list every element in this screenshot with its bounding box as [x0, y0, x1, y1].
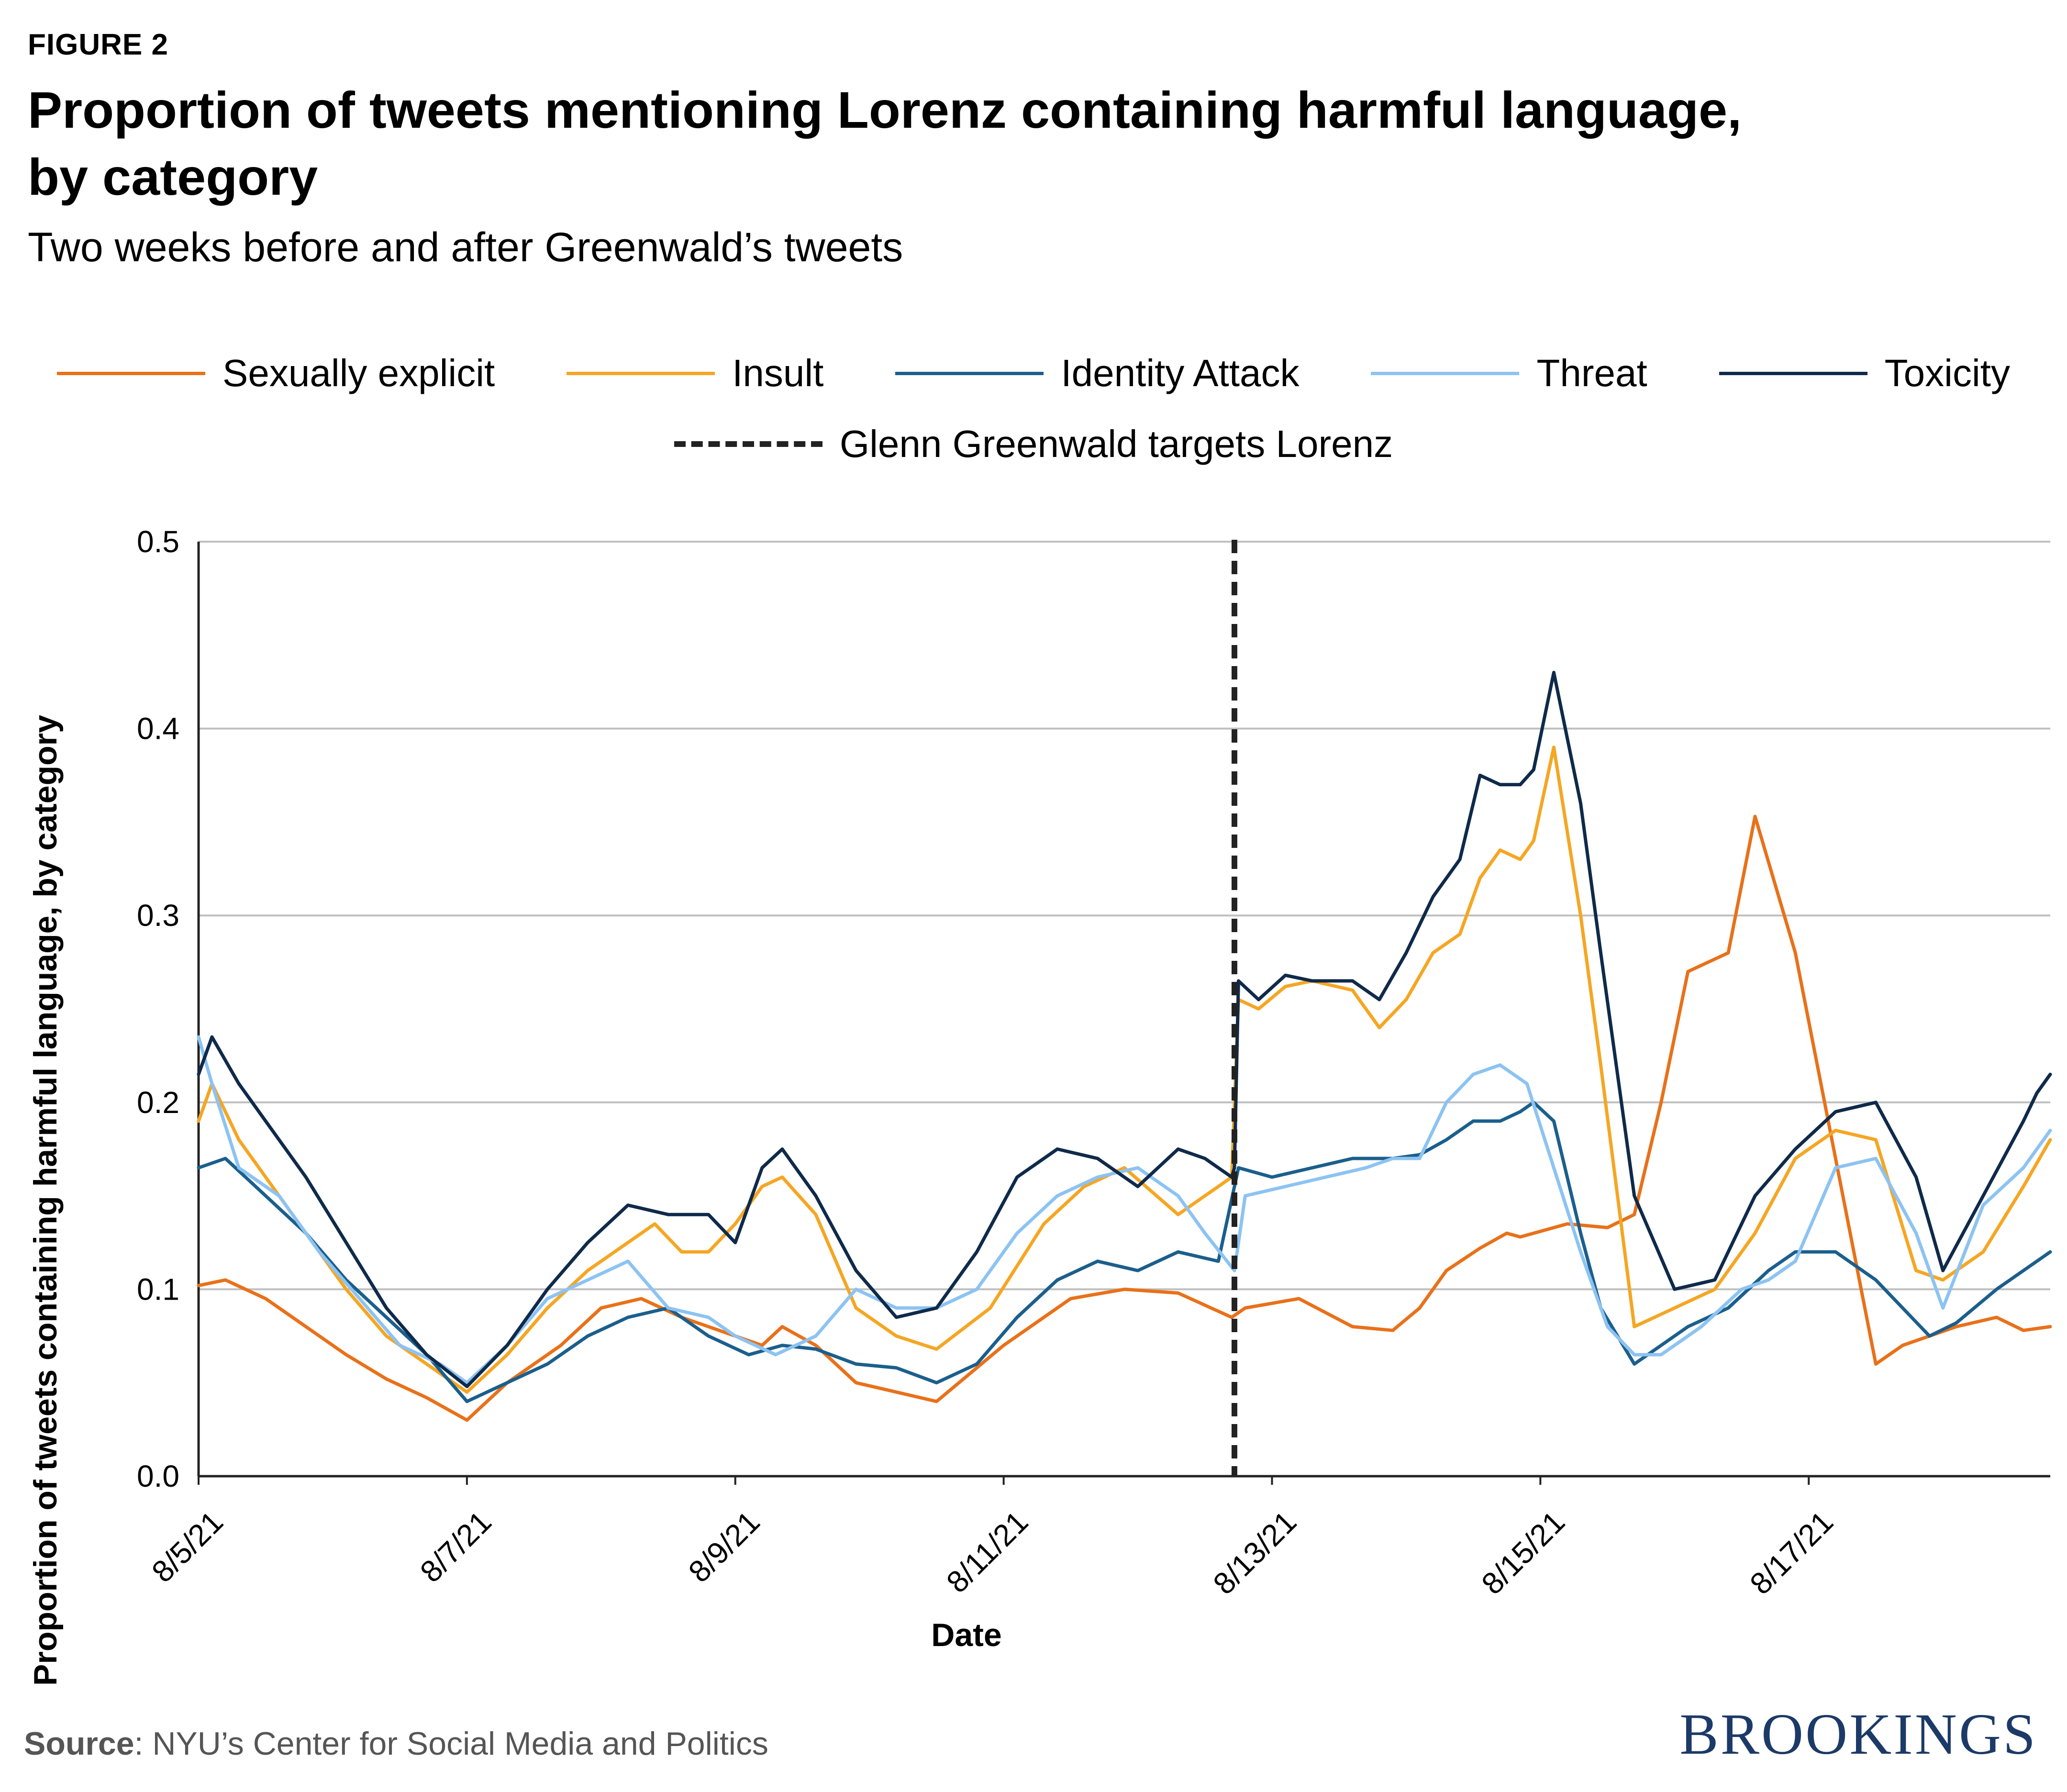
- legend-label-threat: Threat: [1536, 352, 1647, 394]
- chart-title: Proportion of tweets mentioning Lorenz c…: [28, 81, 1742, 206]
- legend-label-greenwald: Glenn Greenwald targets Lorenz: [839, 423, 1393, 465]
- x-tick-label: 8/13/21: [1206, 1504, 1303, 1601]
- legend-item-threat: Threat: [1371, 351, 1647, 395]
- y-tick-label: 0.1: [137, 1272, 179, 1306]
- x-axis-label: Date: [931, 1617, 1001, 1653]
- y-tick-label: 0.5: [137, 524, 179, 559]
- y-tick-label: 0.0: [137, 1459, 179, 1493]
- legend-swatch-sexually-explicit: [57, 371, 206, 375]
- x-tick-label: 8/9/21: [682, 1504, 767, 1589]
- source-label: Source: [24, 1725, 134, 1762]
- series-line-threat: [197, 1035, 2052, 1385]
- legend-item-sexually-explicit: Sexually explicit: [57, 351, 495, 395]
- legend-item-toxicity: Toxicity: [1719, 351, 2010, 395]
- series-lines: [197, 670, 2052, 1422]
- series-line-insult: [197, 746, 2052, 1394]
- legend-item-insult: Insult: [567, 351, 823, 395]
- x-tick-label: 8/17/21: [1743, 1504, 1840, 1601]
- legend-label-sexually-explicit: Sexually explicit: [222, 352, 495, 394]
- figure-label: FIGURE 2: [28, 28, 168, 61]
- series-line-identity-attack: [197, 1101, 2052, 1403]
- legend: Sexually explicit Insult Identity Attack…: [0, 349, 2067, 397]
- y-axis-label: Proportion of tweets containing harmful …: [27, 715, 64, 1686]
- axes: 0.0 0.1 0.2 0.3 0.4 0.5 8/5/21 8/7/21 8/9/21 8/11…: [137, 524, 2050, 1601]
- series-line-sexually-explicit: [197, 814, 2052, 1422]
- brookings-logo: BROOKINGS: [1679, 1702, 2037, 1767]
- legend-item-greenwald: Glenn Greenwald targets Lorenz: [674, 422, 1393, 466]
- legend-event-row: Glenn Greenwald targets Lorenz: [0, 420, 2067, 468]
- legend-swatch-greenwald: [674, 441, 822, 447]
- legend-swatch-identity-attack: [895, 371, 1044, 375]
- legend-item-identity-attack: Identity Attack: [895, 351, 1299, 395]
- legend-label-insult: Insult: [732, 352, 824, 394]
- series-line-toxicity: [197, 670, 2052, 1388]
- gridlines: [199, 541, 2050, 1291]
- y-tick-label: 0.2: [137, 1085, 179, 1120]
- chart-subtitle: Two weeks before and after Greenwald’s t…: [28, 224, 903, 270]
- source-text: : NYU’s Center for Social Media and Poli…: [134, 1725, 768, 1762]
- y-tick-label: 0.3: [137, 898, 179, 933]
- legend-swatch-toxicity: [1719, 371, 1867, 375]
- legend-swatch-threat: [1371, 371, 1520, 375]
- source-note: Source: NYU’s Center for Social Media an…: [24, 1725, 768, 1762]
- x-tick-label: 8/15/21: [1475, 1504, 1571, 1601]
- x-tick-label: 8/7/21: [413, 1504, 498, 1589]
- y-tick-label: 0.4: [137, 712, 179, 746]
- x-tick-label: 8/5/21: [145, 1504, 230, 1589]
- x-tick-label: 8/11/21: [940, 1504, 1035, 1600]
- legend-swatch-insult: [567, 371, 715, 375]
- legend-label-identity-attack: Identity Attack: [1061, 352, 1300, 394]
- legend-label-toxicity: Toxicity: [1884, 352, 2010, 394]
